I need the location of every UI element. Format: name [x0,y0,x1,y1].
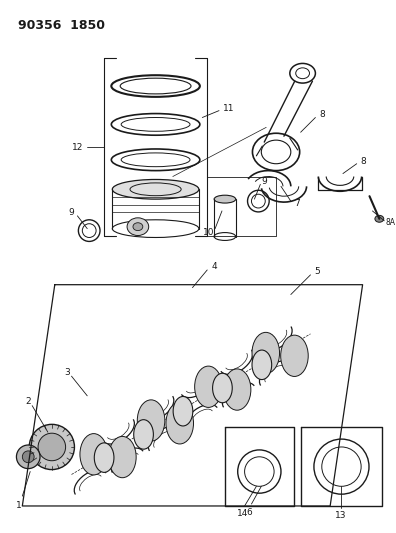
Ellipse shape [166,402,194,444]
Ellipse shape [120,78,191,94]
Ellipse shape [173,397,193,426]
Text: 7: 7 [294,199,299,207]
Ellipse shape [38,433,66,461]
Text: 90356  1850: 90356 1850 [18,19,105,32]
Ellipse shape [252,350,272,379]
Ellipse shape [29,424,74,470]
Text: 2: 2 [25,397,31,406]
Ellipse shape [251,194,265,208]
Text: 9: 9 [261,177,267,186]
Ellipse shape [121,117,190,131]
Ellipse shape [137,400,165,441]
Ellipse shape [134,419,153,449]
Text: 14: 14 [237,509,248,518]
Ellipse shape [127,218,149,236]
Ellipse shape [94,443,114,472]
Text: 8A: 8A [385,218,395,227]
Text: 12: 12 [72,142,83,151]
Text: 9: 9 [69,208,74,217]
Text: 3: 3 [65,368,70,377]
Text: 13: 13 [335,511,347,520]
Ellipse shape [80,434,107,475]
Ellipse shape [112,180,199,199]
Ellipse shape [252,333,280,374]
Ellipse shape [133,223,143,231]
Ellipse shape [281,335,308,376]
Ellipse shape [214,195,236,203]
Ellipse shape [195,366,222,407]
Ellipse shape [82,224,96,238]
Ellipse shape [375,215,384,222]
Text: 5: 5 [314,268,320,277]
Text: 1: 1 [15,501,21,510]
Ellipse shape [223,369,251,410]
Text: 4: 4 [211,262,217,271]
Ellipse shape [213,373,232,403]
Ellipse shape [109,437,136,478]
Ellipse shape [16,445,40,469]
Text: 11: 11 [223,104,234,113]
Text: 8: 8 [319,110,325,119]
Text: 6: 6 [247,508,252,517]
Ellipse shape [121,153,190,167]
Text: 10: 10 [203,228,214,237]
Text: 8: 8 [361,157,366,166]
Ellipse shape [22,451,34,463]
